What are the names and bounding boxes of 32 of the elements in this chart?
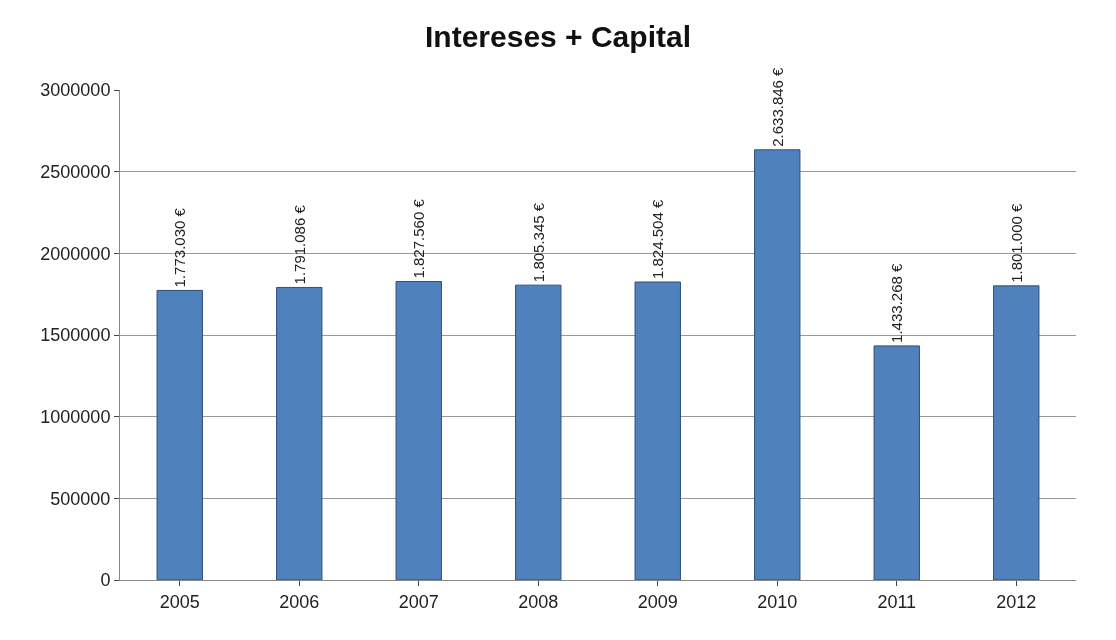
chart-title: Intereses + Capital: [425, 19, 691, 53]
x-tick-label: 2010: [757, 591, 798, 612]
y-tick-label: 2000000: [40, 243, 111, 264]
data-label: 2.633.846 €: [768, 66, 786, 147]
bar: [156, 289, 203, 580]
x-tick-label: 2011: [877, 591, 917, 612]
x-tick-label: 2012: [996, 591, 1037, 612]
bar: [276, 286, 323, 580]
y-tick-label: 3000000: [40, 80, 111, 101]
bar: [395, 281, 442, 580]
x-tick-label: 2007: [398, 591, 439, 612]
x-tick-label: 2009: [637, 591, 678, 612]
data-label: 1.805.345 €: [529, 202, 547, 283]
y-tick-label: 2500000: [40, 161, 111, 182]
x-tick-label: 2005: [159, 591, 200, 612]
data-label: 1.801.000 €: [1007, 202, 1025, 283]
data-label: 1.824.504 €: [649, 199, 667, 279]
y-tick-label: 1000000: [40, 406, 111, 427]
y-tick-label: 500000: [50, 488, 111, 509]
data-label: 1.827.560 €: [410, 198, 428, 279]
y-tick-label: 0: [100, 570, 111, 591]
bar: [754, 149, 801, 580]
bar: [515, 284, 562, 580]
bar: [993, 285, 1040, 580]
data-label: 1.773.030 €: [171, 207, 189, 288]
bar: [873, 345, 920, 580]
bar: [634, 281, 681, 580]
x-tick-label: 2006: [279, 591, 320, 612]
data-label: 1.433.268 €: [888, 263, 906, 343]
x-tick-label: 2008: [518, 591, 559, 612]
data-label: 1.791.086 €: [290, 204, 308, 285]
y-tick-label: 1500000: [40, 325, 111, 346]
